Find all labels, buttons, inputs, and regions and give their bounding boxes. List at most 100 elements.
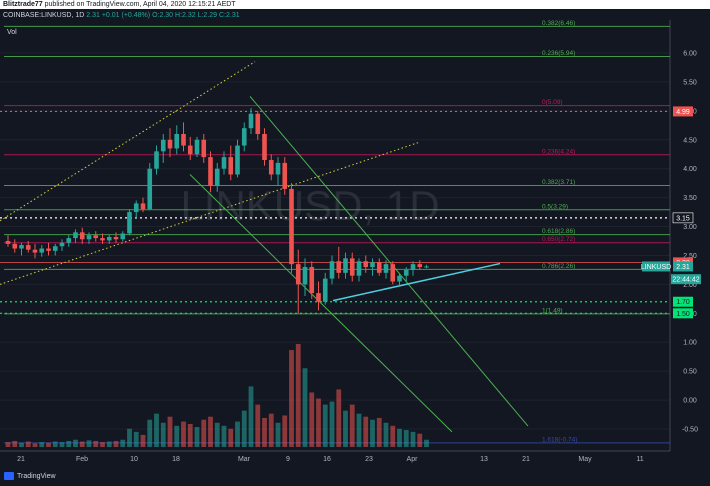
symbol-legend: COINBASE:LINKUSD, 1D 2.31 +0.01 (+0.48%)… (3, 11, 240, 20)
volume-bar (363, 416, 369, 447)
volume-bar (343, 410, 348, 447)
tradingview-logo[interactable]: TradingView (4, 472, 56, 480)
volume-bar (201, 419, 207, 447)
volume-bar (73, 439, 78, 447)
volume-bar (390, 425, 396, 447)
volume-bar (329, 401, 335, 447)
candle-body (46, 248, 51, 251)
chart-watermark: LINKUSD, 1D (180, 182, 439, 229)
volume-bar (316, 398, 321, 447)
candle-body (309, 267, 315, 294)
price-tag (673, 106, 693, 117)
support-trendline (332, 262, 501, 302)
y-tick-label: 4.00 (683, 166, 697, 173)
volume-bar (322, 404, 328, 447)
candle-body (403, 269, 409, 276)
price-tag (672, 212, 694, 224)
price-tag-label: 4.99 (676, 109, 690, 116)
candle-body (73, 232, 78, 239)
volume-bar (349, 404, 355, 447)
volume-bar (208, 416, 213, 447)
candle-body (363, 261, 369, 268)
y-tick-label: 2.00 (683, 282, 697, 289)
volume-bar (194, 427, 200, 447)
y-tick-label: 4.50 (683, 137, 697, 144)
x-tick-label: Feb (76, 456, 88, 463)
candle-body (241, 128, 247, 146)
candle-body (133, 203, 139, 213)
volume-bar (120, 439, 126, 447)
volume-bar (167, 416, 173, 447)
volume-bar (370, 419, 375, 447)
fib-label: 0.382(3.71) (542, 179, 575, 186)
volume-bar (133, 431, 139, 447)
candle-body (120, 233, 126, 240)
candle-body (248, 113, 254, 129)
candle-body (174, 133, 180, 149)
volume-bar (39, 442, 45, 447)
price-chart[interactable]: LINKUSD, 1D 0.382(6.46) 0.236(5.94) 0(5.09… (0, 0, 710, 468)
candle-body (93, 235, 99, 239)
price-change: +0.01 (+0.48%) (101, 12, 151, 19)
candle-body (275, 162, 281, 175)
volume-bar (214, 422, 220, 447)
price-tag (671, 274, 701, 285)
volume-bar (410, 431, 416, 447)
candle-body (100, 238, 105, 241)
volume-bar (5, 442, 11, 447)
fib-label: 1.618(-0.74) (542, 436, 577, 443)
candle-body (322, 278, 328, 302)
channel-lower (189, 174, 453, 433)
candle-body (113, 236, 119, 240)
candle-body (52, 246, 58, 251)
candle-body (25, 245, 31, 250)
volume-bar (113, 440, 119, 447)
x-tick-label: 18 (172, 456, 180, 463)
volume-bar (295, 344, 301, 447)
volume-bar (187, 423, 193, 447)
volume-bar (106, 441, 112, 447)
candle-body (343, 258, 348, 273)
y-tick-label: 0.00 (683, 398, 697, 405)
price-tag-label: 3.15 (676, 215, 690, 222)
candle-body (19, 245, 24, 249)
candle-body (147, 168, 153, 210)
fib-label: 0(5.09) (542, 99, 563, 106)
candle-body (59, 242, 65, 247)
y-tick-label: 6.00 (683, 51, 697, 58)
channel-upper (249, 96, 529, 427)
x-tick-label: Mar (238, 456, 251, 463)
symbol-name[interactable]: COINBASE:LINKUSD, 1D (3, 12, 85, 19)
tradingview-logo-icon (4, 472, 14, 480)
publish-date: published on TradingView.com, April 04, … (44, 1, 236, 8)
candle-body (390, 264, 396, 282)
author-name[interactable]: Blitztrade77 (3, 1, 43, 8)
x-tick-label: 13 (480, 456, 488, 463)
candle-body (289, 188, 294, 265)
fib-label: 0.650(2.72) (542, 236, 575, 243)
candle-body (208, 157, 213, 187)
candle-body (316, 293, 321, 302)
publish-info: Blitztrade77 published on TradingView.co… (3, 0, 236, 9)
candle-body (127, 212, 132, 234)
volume-bar (248, 386, 254, 447)
y-tick-label: 1.00 (683, 340, 697, 347)
candle-body (302, 267, 308, 285)
volume-bar (235, 421, 240, 447)
candle-body (228, 157, 234, 175)
volume-bar (66, 440, 72, 447)
candle-body (181, 133, 186, 146)
volume-bar (46, 442, 51, 447)
volume-bar (59, 442, 65, 447)
candle-body (221, 157, 227, 169)
candle-body (167, 139, 173, 149)
price-tag-label: 1.50 (676, 311, 690, 318)
price-tag (673, 296, 693, 307)
volume-bar (275, 422, 281, 447)
candle-body (370, 262, 375, 268)
x-tick-label: May (578, 456, 592, 463)
candle-body (376, 262, 382, 273)
y-tick-label: 3.00 (683, 224, 697, 231)
volume-bar (79, 441, 85, 447)
x-tick-label: 16 (323, 456, 331, 463)
